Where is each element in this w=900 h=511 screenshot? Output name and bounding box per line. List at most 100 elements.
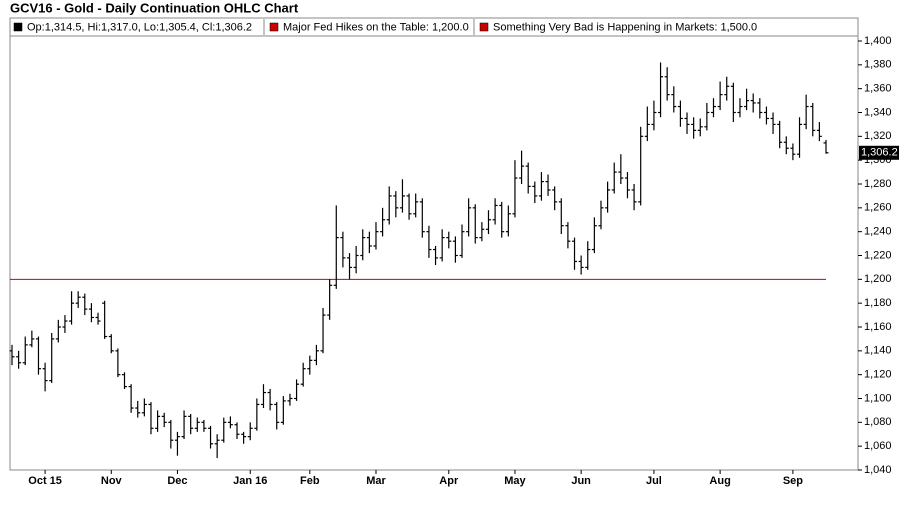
ohlc-bar <box>29 330 35 348</box>
ohlc-bar <box>234 422 240 440</box>
ohlc-bar <box>426 225 432 258</box>
ohlc-bar <box>386 186 392 225</box>
ohlc-bar <box>155 410 161 432</box>
ohlc-bar <box>413 193 419 218</box>
ohlc-bar <box>492 198 498 225</box>
ohlc-bar <box>254 398 260 431</box>
ohlc-bar <box>744 88 750 111</box>
ohlc-bar <box>320 307 326 354</box>
ohlc-bar <box>611 162 617 194</box>
ohlc-bar <box>538 172 544 201</box>
ohlc-bar <box>406 193 412 220</box>
ohlc-bar <box>777 120 783 149</box>
ohlc-bar <box>459 224 465 258</box>
y-tick-label: 1,360 <box>864 83 892 95</box>
ohlc-bar <box>247 422 253 441</box>
ohlc-bar <box>624 172 630 199</box>
x-tick-label: Jan 16 <box>233 475 267 487</box>
ohlc-bar <box>188 413 194 435</box>
ohlc-bar <box>770 112 776 134</box>
ohlc-bar <box>552 186 558 211</box>
ohlc-bar <box>816 122 822 142</box>
ohlc-bar <box>783 136 789 155</box>
ohlc-bar <box>360 229 366 261</box>
ohlc-bar <box>108 334 114 354</box>
legend: Op:1,314.5, Hi:1,317.0, Lo:1,305.4, Cl:1… <box>13 19 757 35</box>
ohlc-bar <box>717 81 723 111</box>
last-price-label: 1,306.2 <box>861 147 898 159</box>
ohlc-bar <box>366 231 372 254</box>
ohlc-bar <box>684 112 690 134</box>
ohlc-bar <box>704 102 710 131</box>
legend-swatch <box>479 22 489 32</box>
ohlc-bar <box>168 419 174 449</box>
ohlc-bar <box>790 143 796 161</box>
y-tick-label: 1,340 <box>864 106 892 118</box>
ohlc-bar <box>452 236 458 263</box>
y-tick-label: 1,040 <box>864 464 892 476</box>
ohlc-bar <box>194 417 200 432</box>
ohlc-bar <box>664 67 670 101</box>
ohlc-bar <box>340 231 346 268</box>
ohlc-bar <box>757 98 763 119</box>
ohlc-bar <box>585 241 591 270</box>
ohlc-bar <box>35 336 41 375</box>
y-tick-label: 1,280 <box>864 178 892 190</box>
ohlc-bar <box>485 210 491 235</box>
ohlc-bar <box>598 200 604 230</box>
ohlc-bar <box>737 98 743 118</box>
ohlc-bar <box>419 198 425 238</box>
ohlc-bar <box>373 222 379 250</box>
ohlc-bar <box>393 191 399 218</box>
legend-label: Major Fed Hikes on the Table: 1,200.0 <box>283 21 469 33</box>
ohlc-bar <box>638 126 644 206</box>
ohlc-bar <box>95 312 101 325</box>
y-tick-label: 1,200 <box>864 273 892 285</box>
x-tick-label: Oct 15 <box>28 475 62 487</box>
ohlc-bar <box>300 362 306 387</box>
ohlc-bar <box>287 393 293 406</box>
legend-swatch <box>269 22 279 32</box>
x-tick-label: Jul <box>646 475 662 487</box>
ohlc-bar <box>691 117 697 139</box>
x-tick-label: Sep <box>783 475 803 487</box>
ohlc-bar <box>333 205 339 289</box>
ohlc-bar <box>823 139 829 154</box>
ohlc-bar <box>69 291 75 325</box>
ohlc-bar <box>260 384 266 409</box>
x-tick-label: Aug <box>709 475 730 487</box>
ohlc-bar <box>505 205 511 237</box>
y-tick-label: 1,120 <box>864 369 892 381</box>
ohlc-bar <box>201 419 207 432</box>
ohlc-bar <box>42 362 48 392</box>
y-tick-label: 1,100 <box>864 392 892 404</box>
ohlc-bar <box>135 400 141 418</box>
ohlc-bar <box>618 154 624 184</box>
ohlc-bar <box>148 402 154 435</box>
ohlc-bar <box>141 398 147 417</box>
y-tick-label: 1,060 <box>864 440 892 452</box>
ohlc-bar <box>62 315 68 333</box>
ohlc-bar <box>658 62 664 118</box>
ohlc-bar <box>631 183 637 211</box>
ohlc-bar <box>479 222 485 242</box>
x-tick-label: May <box>504 475 526 487</box>
y-tick-label: 1,240 <box>864 226 892 238</box>
ohlc-bar <box>49 332 55 384</box>
ohlc-bar <box>519 150 525 184</box>
x-tick-label: Nov <box>101 475 123 487</box>
ohlc-bar <box>274 402 280 430</box>
legend-label: Something Very Bad is Happening in Marke… <box>493 21 757 33</box>
ohlc-bar <box>446 231 452 249</box>
ohlc-bar <box>313 344 319 366</box>
y-tick-label: 1,080 <box>864 416 892 428</box>
ohlc-bar <box>710 98 716 118</box>
ohlc-bar <box>532 181 538 204</box>
x-tick-label: Apr <box>439 475 459 487</box>
ohlc-bar <box>353 245 359 274</box>
ohlc-bar <box>512 160 518 218</box>
ohlc-bar <box>9 344 15 366</box>
ohlc-bar <box>75 291 81 308</box>
ohlc-bar <box>267 388 273 411</box>
